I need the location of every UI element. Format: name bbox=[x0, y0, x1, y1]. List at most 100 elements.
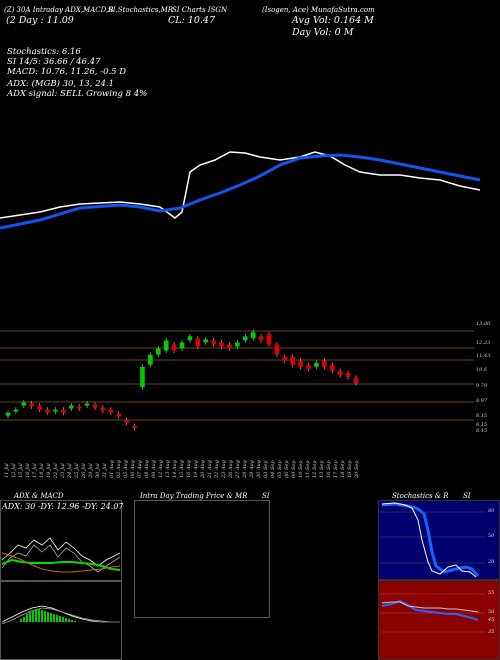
candle-up bbox=[148, 354, 153, 365]
adx-value: ADX: (MGB) 30, 13, 24.1 bbox=[7, 79, 115, 89]
macd-histogram-bar bbox=[59, 616, 61, 622]
si-level-35: 35 bbox=[488, 629, 495, 635]
macd-histogram-bar bbox=[29, 612, 31, 622]
candle-down bbox=[227, 344, 232, 349]
candle-down bbox=[274, 344, 280, 355]
candle-down bbox=[345, 372, 351, 378]
macd-histogram-bar bbox=[32, 610, 34, 622]
adx-panel-values: ADX: 30 -DY: 12.96 -DY: 24.07 bbox=[2, 502, 124, 511]
candle-down bbox=[219, 342, 224, 347]
candle-down bbox=[100, 407, 106, 411]
candle-up bbox=[84, 403, 90, 406]
close-price: CL: 10.47 bbox=[168, 15, 215, 26]
candle-down bbox=[132, 425, 137, 428]
candle-down bbox=[108, 409, 114, 413]
macd-histogram-bar bbox=[23, 617, 25, 622]
candle-down bbox=[124, 419, 129, 423]
candle-down bbox=[337, 370, 343, 375]
candle-up bbox=[53, 409, 58, 412]
header-title-1: (Z) 30A Intraday ADX,MACD,B bbox=[4, 6, 114, 14]
macd-histogram-bar bbox=[74, 621, 76, 622]
candle-down bbox=[266, 334, 272, 345]
candle-down bbox=[45, 409, 50, 413]
intraday-panel bbox=[134, 500, 270, 618]
stoch-panel-title: Stochastics & R bbox=[392, 492, 449, 500]
si-level-55: 55 bbox=[488, 590, 495, 596]
macd-histogram-bar bbox=[62, 617, 64, 622]
price-label-6: 8.97 bbox=[476, 398, 488, 404]
candle-down bbox=[116, 413, 122, 417]
candle-down bbox=[353, 377, 359, 384]
macd-histogram-bar bbox=[47, 612, 49, 622]
candle-down bbox=[29, 403, 35, 407]
candle-down bbox=[290, 356, 296, 365]
candle-up bbox=[140, 366, 145, 388]
adx-panel bbox=[0, 500, 122, 581]
price-label-7: 8.15 bbox=[476, 413, 488, 419]
header-title-4: (Isogen, Ace) MunafaSutra.com bbox=[262, 6, 375, 14]
candle-up bbox=[242, 336, 248, 341]
stochastics-value: Stochastics: 6.16 bbox=[7, 47, 81, 57]
si-level-50: 50 bbox=[488, 609, 495, 615]
stoch-level-80: 80 bbox=[488, 508, 495, 514]
candle-down bbox=[61, 409, 66, 413]
daily-range: (2 Day : 11.09 bbox=[6, 15, 74, 26]
macd-histogram-bar bbox=[68, 619, 70, 622]
candle-down bbox=[298, 360, 303, 367]
candle-up bbox=[163, 340, 169, 351]
avg-volume: Avg Vol: 0.164 M bbox=[292, 15, 374, 26]
candle-up bbox=[13, 409, 19, 412]
adx-signal: ADX signal: SELL Growing 8 4% bbox=[7, 89, 148, 99]
price-label-5: 9.79 bbox=[476, 383, 488, 389]
si2-panel-title: SI bbox=[463, 492, 471, 500]
intraday-panel-title: Intra Day Trading Price & MR bbox=[140, 492, 248, 500]
stoch-level-20: 20 bbox=[488, 559, 495, 565]
macd-histogram-bar bbox=[71, 620, 73, 622]
header-title-3: SI Charts ISGN bbox=[172, 6, 228, 14]
macd-histogram-bar bbox=[44, 611, 46, 622]
candle-up bbox=[314, 362, 319, 367]
candle-up bbox=[68, 405, 74, 409]
price-label-2: 12.23 bbox=[476, 340, 491, 346]
candle-up bbox=[235, 342, 240, 347]
price-label-3: 11.43 bbox=[476, 353, 491, 359]
macd-histogram-bar bbox=[26, 614, 28, 622]
candle-up bbox=[187, 336, 193, 341]
candle-up bbox=[203, 339, 209, 343]
price-label-8: 8.15 bbox=[476, 422, 488, 428]
macd-histogram-bar bbox=[56, 615, 58, 622]
day-volume: Day Vol: 0 M bbox=[292, 27, 354, 38]
price-line bbox=[0, 151, 481, 219]
adx-panel-title: ADX & MACD bbox=[14, 492, 64, 500]
macd-value: MACD: 10.76, 11.26, -0.5 D bbox=[7, 67, 127, 77]
candle-down bbox=[258, 336, 264, 341]
candle-down bbox=[282, 356, 288, 361]
candle-down bbox=[329, 364, 335, 371]
macd-histogram-bar bbox=[50, 613, 52, 622]
si-value: SI 14/5: 36.66 / 46.47 bbox=[7, 57, 101, 67]
candle-down bbox=[76, 406, 82, 409]
candle-down bbox=[211, 340, 216, 345]
si-level-45: 45 bbox=[488, 617, 495, 623]
candle-down bbox=[195, 338, 201, 347]
price-label-1: 13.00 bbox=[476, 321, 491, 327]
macd-histogram-bar bbox=[65, 618, 67, 622]
si-panel-title: SI bbox=[262, 492, 270, 500]
price-label-4: 10.6 bbox=[476, 367, 488, 373]
macd-histogram-bar bbox=[38, 609, 40, 622]
stoch-level-50: 50 bbox=[488, 533, 495, 539]
candle-down bbox=[37, 405, 42, 410]
candle-down bbox=[322, 360, 327, 367]
price-label-9: 8.15 bbox=[476, 428, 488, 434]
candle-down bbox=[92, 404, 98, 408]
candle-down bbox=[306, 364, 311, 369]
candle-down bbox=[171, 344, 177, 351]
ma-chart bbox=[0, 151, 481, 230]
candle-up bbox=[179, 342, 185, 349]
candle-up bbox=[21, 402, 27, 406]
macd-histogram-bar bbox=[41, 610, 43, 622]
